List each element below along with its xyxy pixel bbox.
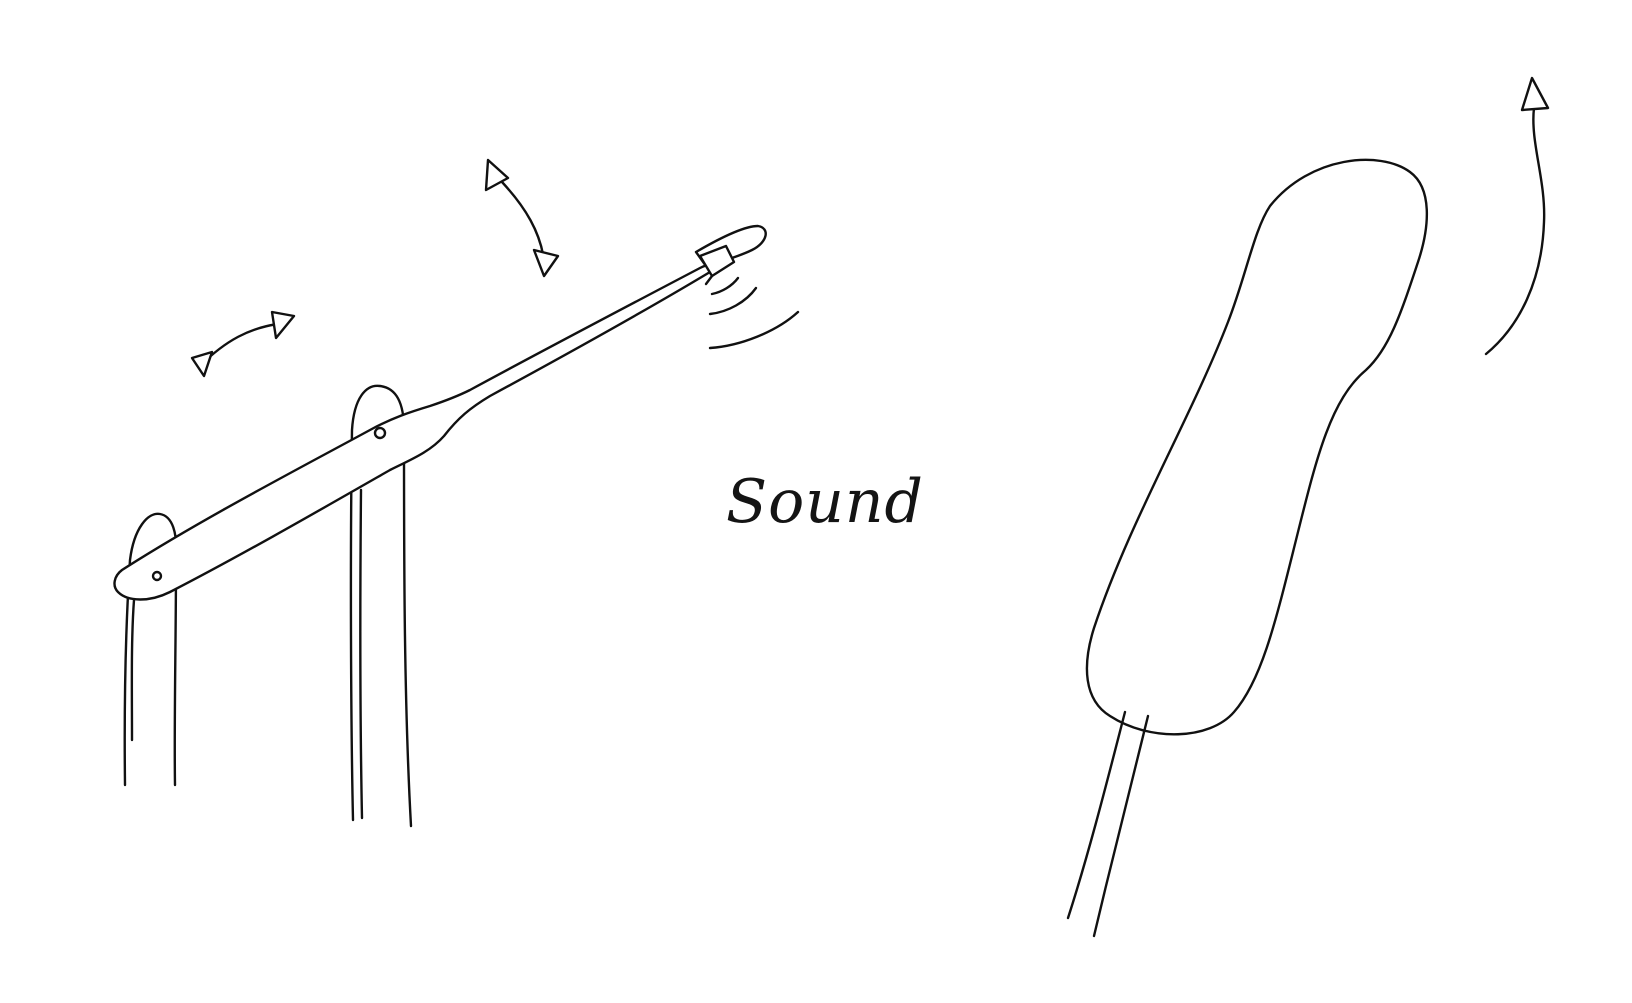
sound-waves bbox=[708, 276, 800, 350]
sound-caption: Sound bbox=[726, 467, 924, 537]
tone-arm-figure bbox=[113, 158, 800, 828]
swing-arrow-vertical bbox=[484, 158, 560, 278]
stylus-tip bbox=[704, 274, 714, 286]
left-post bbox=[123, 512, 178, 787]
swing-arrow-horizontal bbox=[190, 310, 296, 378]
stylus-cartridge bbox=[698, 244, 736, 278]
paddle-shape bbox=[1085, 158, 1429, 736]
right-post bbox=[349, 384, 413, 828]
paddle-handle-left bbox=[1066, 710, 1127, 920]
left-post-inner-line bbox=[130, 598, 136, 742]
arm-pivot-hole bbox=[373, 426, 387, 440]
arm-body bbox=[113, 263, 714, 601]
paddle-handle-right bbox=[1092, 714, 1150, 938]
arm-end-hole bbox=[151, 570, 163, 582]
right-post-inner-line bbox=[359, 488, 364, 820]
swing-arrow-up bbox=[1484, 76, 1550, 356]
paddle-figure bbox=[1066, 76, 1550, 938]
